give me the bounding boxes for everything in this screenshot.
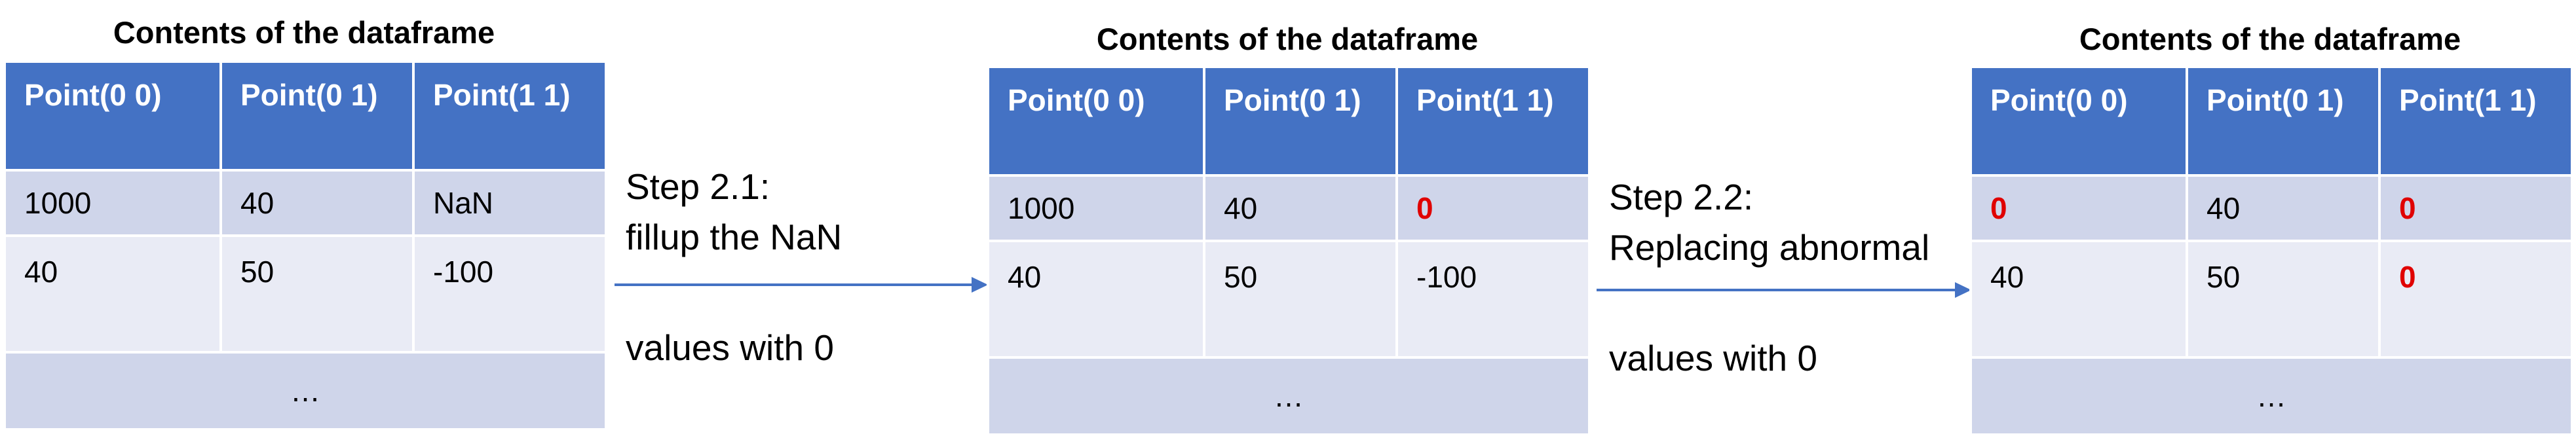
table-row: 40 50 -100 <box>987 240 1591 359</box>
dataframe-table: Point(0 0) Point(0 1) Point(1 1) 0 40 0 … <box>1969 65 2573 436</box>
step-number: Step 2.2: <box>1609 177 1754 217</box>
column-header: Point(1 1) <box>1395 65 1591 177</box>
step-description-cont: values with 0 <box>626 327 834 368</box>
dataframe-table: Point(0 0) Point(0 1) Point(1 1) 1000 40… <box>3 60 607 431</box>
column-header: Point(0 0) <box>3 60 222 172</box>
table-row: 1000 40 NaN <box>3 169 607 237</box>
dataframe-panel-1: Contents of the dataframe Point(0 0) Poi… <box>3 0 607 431</box>
header-row: Point(0 0) Point(0 1) Point(1 1) <box>987 65 1591 177</box>
column-header: Point(0 0) <box>1969 65 2188 177</box>
table-cell: -100 <box>1395 240 1591 359</box>
dataframe-panel-3: Contents of the dataframe Point(0 0) Poi… <box>1969 0 2573 436</box>
panel-title: Contents of the dataframe <box>1096 22 1479 56</box>
table-cell: 50 <box>2186 240 2381 359</box>
table-row: 0 40 0 <box>1969 174 2573 242</box>
table-cell: 40 <box>3 234 222 354</box>
panel-title: Contents of the dataframe <box>2079 22 2461 56</box>
table-cell-highlighted: 0 <box>1969 174 2188 242</box>
column-header: Point(0 1) <box>1203 65 1398 177</box>
column-header: Point(0 1) <box>219 60 415 172</box>
table-cell: 40 <box>1969 240 2188 359</box>
table-row: 40 50 0 <box>1969 240 2573 359</box>
ellipsis-cell: … <box>1969 356 2573 436</box>
column-header: Point(1 1) <box>2378 65 2573 177</box>
column-header: Point(0 0) <box>987 65 1205 177</box>
table-cell: 40 <box>1203 174 1398 242</box>
header-row: Point(0 0) Point(0 1) Point(1 1) <box>1969 65 2573 177</box>
table-cell-highlighted: 0 <box>2378 240 2573 359</box>
step-label-2: Step 2.2: Replacing abnormal values with… <box>1609 179 1929 376</box>
ellipsis-row: … <box>987 356 1591 436</box>
arrow-right-icon <box>1597 282 1971 298</box>
dataframe-panel-2: Contents of the dataframe Point(0 0) Poi… <box>987 0 1591 436</box>
table-cell: 40 <box>987 240 1205 359</box>
table-cell: 1000 <box>987 174 1205 242</box>
header-row: Point(0 0) Point(0 1) Point(1 1) <box>3 60 607 172</box>
table-cell: 1000 <box>3 169 222 237</box>
step-description: Replacing abnormal <box>1609 227 1930 268</box>
table-cell: 50 <box>219 234 415 354</box>
table-cell: 50 <box>1203 240 1398 359</box>
column-header: Point(1 1) <box>412 60 607 172</box>
table-cell-highlighted: 0 <box>1395 174 1591 242</box>
table-cell: 40 <box>2186 174 2381 242</box>
column-header: Point(0 1) <box>2186 65 2381 177</box>
step-label-1: Step 2.1: fillup the NaN values with 0 <box>626 169 842 366</box>
table-cell: 40 <box>219 169 415 237</box>
panel-title: Contents of the dataframe <box>113 15 495 50</box>
dataframe-table: Point(0 0) Point(0 1) Point(1 1) 1000 40… <box>987 65 1591 436</box>
arrow-right-icon <box>615 277 988 293</box>
step-description-cont: values with 0 <box>1609 338 1817 378</box>
table-cell-highlighted: 0 <box>2378 174 2573 242</box>
table-cell: -100 <box>412 234 607 354</box>
step-description: fillup the NaN <box>626 217 843 257</box>
ellipsis-cell: … <box>987 356 1591 436</box>
ellipsis-cell: … <box>3 351 607 431</box>
step-number: Step 2.1: <box>626 166 770 207</box>
table-cell: NaN <box>412 169 607 237</box>
table-row: 1000 40 0 <box>987 174 1591 242</box>
ellipsis-row: … <box>1969 356 2573 436</box>
table-row: 40 50 -100 <box>3 234 607 354</box>
ellipsis-row: … <box>3 351 607 431</box>
